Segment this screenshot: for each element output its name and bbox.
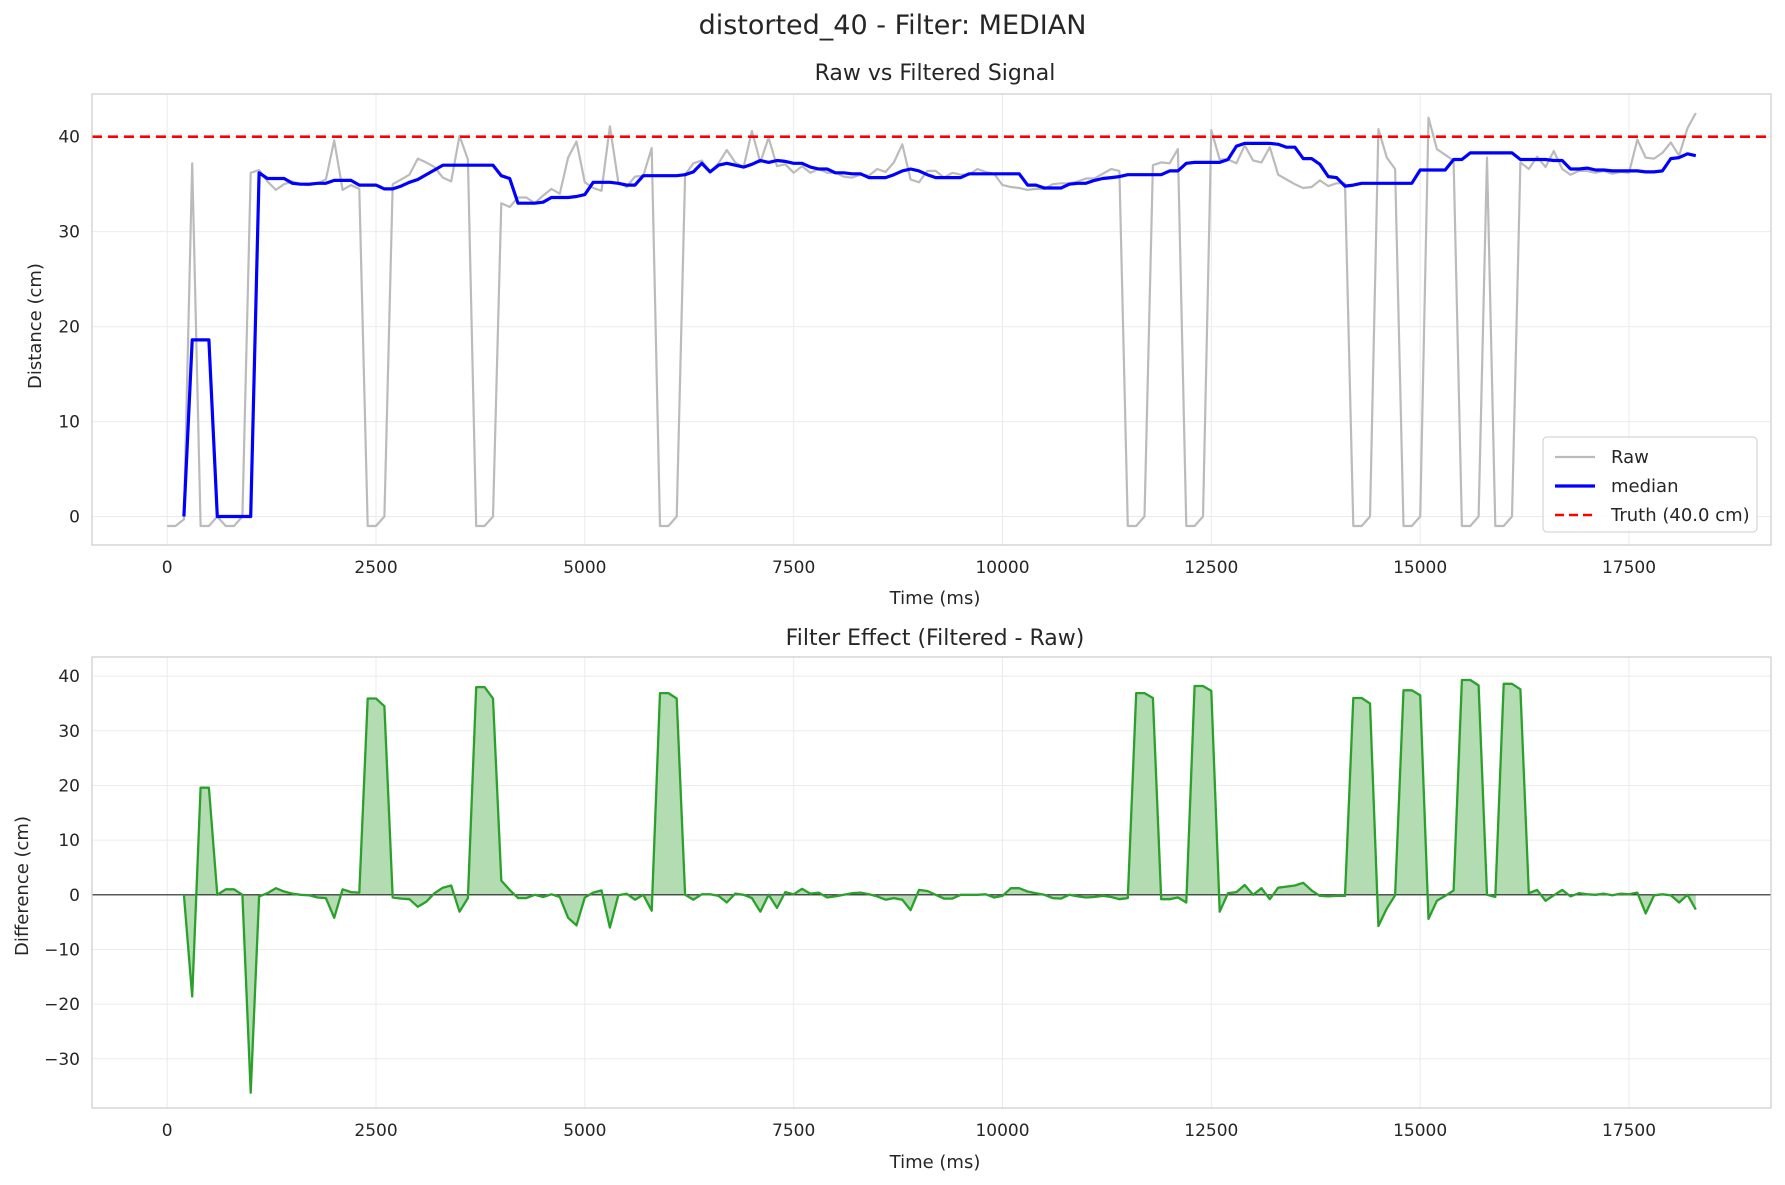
x-tick-label: 15000 — [1393, 558, 1447, 578]
x-tick-label: 12500 — [1184, 558, 1238, 578]
difference-series-line — [182, 678, 1697, 1094]
y-tick-label: 0 — [69, 508, 80, 528]
legend-label: median — [1611, 476, 1678, 497]
x-tick-label: 12500 — [1184, 1121, 1238, 1141]
median-series-line — [182, 141, 1697, 519]
x-tick-label: 0 — [162, 558, 173, 578]
y-tick-label: 40 — [58, 667, 80, 687]
y-tick-label: 20 — [58, 318, 80, 338]
x-tick-label: 2500 — [354, 1121, 397, 1141]
y-tick-label: −10 — [44, 940, 80, 960]
y-tick-label: 40 — [58, 128, 80, 148]
difference-area-fill — [183, 680, 1696, 1093]
plot-frame — [91, 656, 1772, 1109]
panel2-y-axis-label: Difference (cm) — [12, 816, 33, 956]
plot-frame — [91, 93, 1772, 546]
legend-label: Raw — [1611, 447, 1649, 468]
panel1-x-axis-label: Time (ms) — [889, 588, 981, 609]
y-tick-label: 20 — [58, 776, 80, 796]
panel2-title: Filter Effect (Filtered - Raw) — [786, 626, 1085, 651]
plot-area — [92, 94, 1771, 545]
y-tick-label: 0 — [69, 886, 80, 906]
filter-effect-panel: Filter Effect (Filtered - Raw) Time (ms)… — [12, 626, 1772, 1173]
x-tick-label: 2500 — [354, 558, 397, 578]
y-tick-label: 30 — [58, 223, 80, 243]
raw-series-line — [167, 112, 1697, 528]
x-tick-label: 5000 — [563, 558, 606, 578]
panel1-y-axis-label: Distance (cm) — [25, 263, 46, 389]
x-tick-label: 5000 — [563, 1121, 606, 1141]
x-tick-label: 7500 — [772, 558, 815, 578]
x-tick-label: 10000 — [975, 1121, 1029, 1141]
x-tick-label: 17500 — [1602, 1121, 1656, 1141]
x-tick-label: 17500 — [1602, 558, 1656, 578]
x-tick-label: 0 — [162, 1121, 173, 1141]
panel1-title: Raw vs Filtered Signal — [815, 61, 1056, 86]
y-tick-label: −20 — [44, 995, 80, 1015]
raw-vs-filtered-panel: Raw vs Filtered Signal Time (ms) Distanc… — [25, 61, 1772, 609]
panel2-x-axis-label: Time (ms) — [889, 1152, 981, 1173]
x-tick-label: 10000 — [975, 558, 1029, 578]
y-tick-label: −30 — [44, 1050, 80, 1070]
legend-label: Truth (40.0 cm) — [1610, 505, 1750, 526]
x-tick-label: 7500 — [772, 1121, 815, 1141]
legend-box — [1542, 436, 1758, 533]
y-tick-label: 10 — [58, 831, 80, 851]
figure-title: distorted_40 - Filter: MEDIAN — [698, 10, 1087, 41]
y-tick-label: 30 — [58, 722, 80, 742]
y-tick-label: 10 — [58, 413, 80, 433]
x-tick-label: 15000 — [1393, 1121, 1447, 1141]
